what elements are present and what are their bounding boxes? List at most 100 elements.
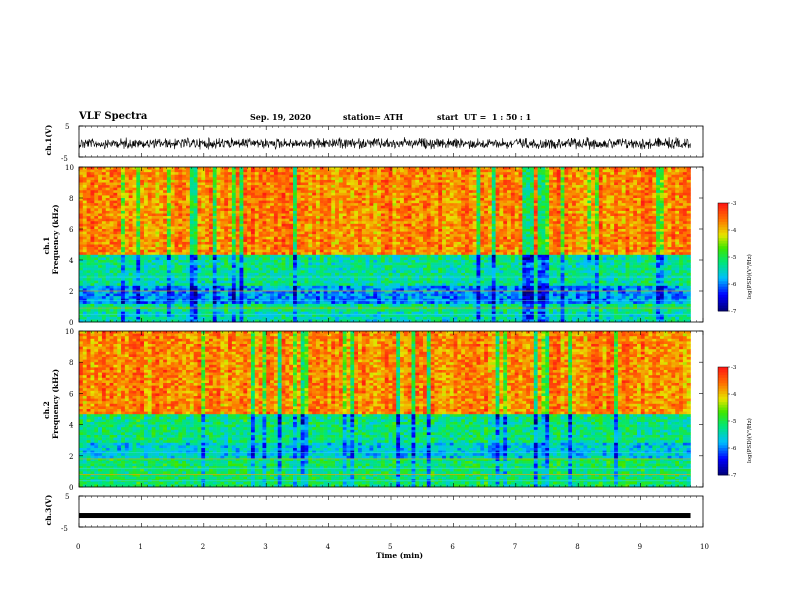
spectrogram-cell [384, 203, 389, 207]
spectrogram-cell [346, 185, 351, 188]
spectrogram-cell [197, 226, 202, 230]
spectrogram-cell [541, 216, 546, 219]
spectrogram-cell [121, 216, 126, 219]
spectrogram-cell [101, 179, 107, 183]
spectrogram-cell [537, 182, 542, 186]
spectrogram-cell [499, 167, 504, 170]
spectrogram-cell [637, 234, 642, 238]
spectrogram-cell [530, 172, 535, 176]
spectrogram-cell [495, 208, 500, 212]
spectrogram-cell [445, 205, 451, 209]
spectrogram-cell [403, 198, 408, 201]
spectrogram-cell [419, 234, 424, 238]
spectrogram-cell [480, 221, 485, 225]
spectrogram-cell [484, 190, 489, 194]
spectrogram-cell [254, 195, 259, 199]
spectrogram-cell [633, 172, 638, 176]
spectrogram-cell [388, 203, 393, 207]
spectrogram-cell [545, 210, 550, 214]
spectrogram-cell [186, 205, 191, 209]
spectrogram-cell [487, 172, 493, 176]
spectrogram-cell [442, 213, 447, 217]
spectrogram-cell [254, 169, 259, 173]
spectrogram-cell [113, 218, 118, 222]
spectrogram-cell [346, 231, 351, 235]
spectrogram-cell [132, 239, 137, 243]
spectrogram-cell [507, 208, 512, 212]
spectrogram-cell [445, 236, 451, 240]
spectrogram-cell [250, 174, 256, 178]
spectrogram-cell [541, 231, 546, 235]
spectrogram-cell [388, 236, 393, 240]
spectrogram-cell [338, 205, 344, 209]
spectrogram-cell [640, 234, 645, 238]
spectrogram-cell [239, 239, 244, 243]
spectrogram-cell [637, 208, 642, 212]
spectrogram-cell [201, 190, 206, 194]
spectrogram-cell [151, 179, 156, 183]
spectrogram-cell [82, 167, 87, 170]
spectrogram-cell [212, 234, 217, 238]
spectrogram-cell [659, 185, 665, 188]
spectrogram-cell [335, 203, 340, 207]
spectrogram-cell [147, 231, 152, 235]
spectrogram-cell [400, 226, 405, 230]
spectrogram-cell [507, 192, 512, 196]
spectrogram-cell [197, 192, 202, 196]
spectrogram-cell [216, 205, 221, 209]
spectrogram-cell [530, 213, 535, 217]
spectrogram-cell [250, 221, 256, 225]
spectrogram-cell [499, 190, 504, 194]
spectrogram-cell [163, 172, 168, 176]
spectrogram-cell [163, 195, 168, 199]
spectrogram-cell [159, 239, 164, 243]
spectrogram-cell [250, 195, 256, 199]
spectrogram-cell [380, 169, 386, 173]
spectrogram-cell [518, 205, 523, 209]
spectrogram-cell [407, 205, 412, 209]
spectrogram-cell [323, 241, 328, 245]
spectrogram-cell [315, 198, 321, 201]
spectrogram-cell [342, 198, 347, 201]
spectrogram-cell [354, 231, 359, 235]
spectrogram-cell [480, 172, 485, 176]
spectrogram-cell [583, 177, 588, 181]
spectrogram-cell [101, 203, 107, 207]
spectrogram-cell [90, 241, 95, 245]
spectrogram-cell [105, 210, 110, 214]
spectrogram-cell [468, 179, 473, 183]
spectrogram-cell [300, 229, 305, 232]
spectrogram-cell [675, 218, 680, 222]
spectrogram-cell [350, 198, 355, 201]
spectrogram-cell [648, 229, 653, 232]
spectrogram-cell [491, 218, 496, 222]
spectrogram-cell [140, 221, 145, 225]
spectrogram-cell [617, 223, 623, 227]
spectrogram-cell [323, 192, 328, 196]
spectrogram-cell [663, 172, 668, 176]
spectrogram-cell [465, 203, 470, 207]
spectrogram-cell [465, 231, 470, 235]
spectrogram-cell [457, 226, 462, 230]
spectrogram-cell [216, 198, 221, 201]
spectrogram-cell [208, 210, 214, 214]
spectrogram-cell [465, 174, 470, 178]
spectrogram-cell [495, 179, 500, 183]
spectrogram-cell [189, 226, 194, 230]
spectrogram-cell [254, 208, 259, 212]
spectrogram-cell [686, 172, 691, 176]
spectrogram-cell [109, 241, 114, 245]
spectrogram-cell [296, 210, 301, 214]
spectrogram-cell [510, 226, 516, 230]
spectrogram-cell [281, 239, 286, 243]
spectrogram-cell [400, 195, 405, 199]
spectrogram-cell [319, 241, 324, 245]
spectrogram-cell [338, 241, 344, 245]
spectrogram-cell [457, 198, 462, 201]
spectrogram-cell [510, 236, 516, 240]
spectrogram-cell [258, 177, 263, 181]
spectrogram-cell [109, 221, 114, 225]
spectrogram-cell [598, 177, 603, 181]
spectrogram-cell [514, 203, 519, 207]
spectrogram-cell [281, 187, 286, 191]
